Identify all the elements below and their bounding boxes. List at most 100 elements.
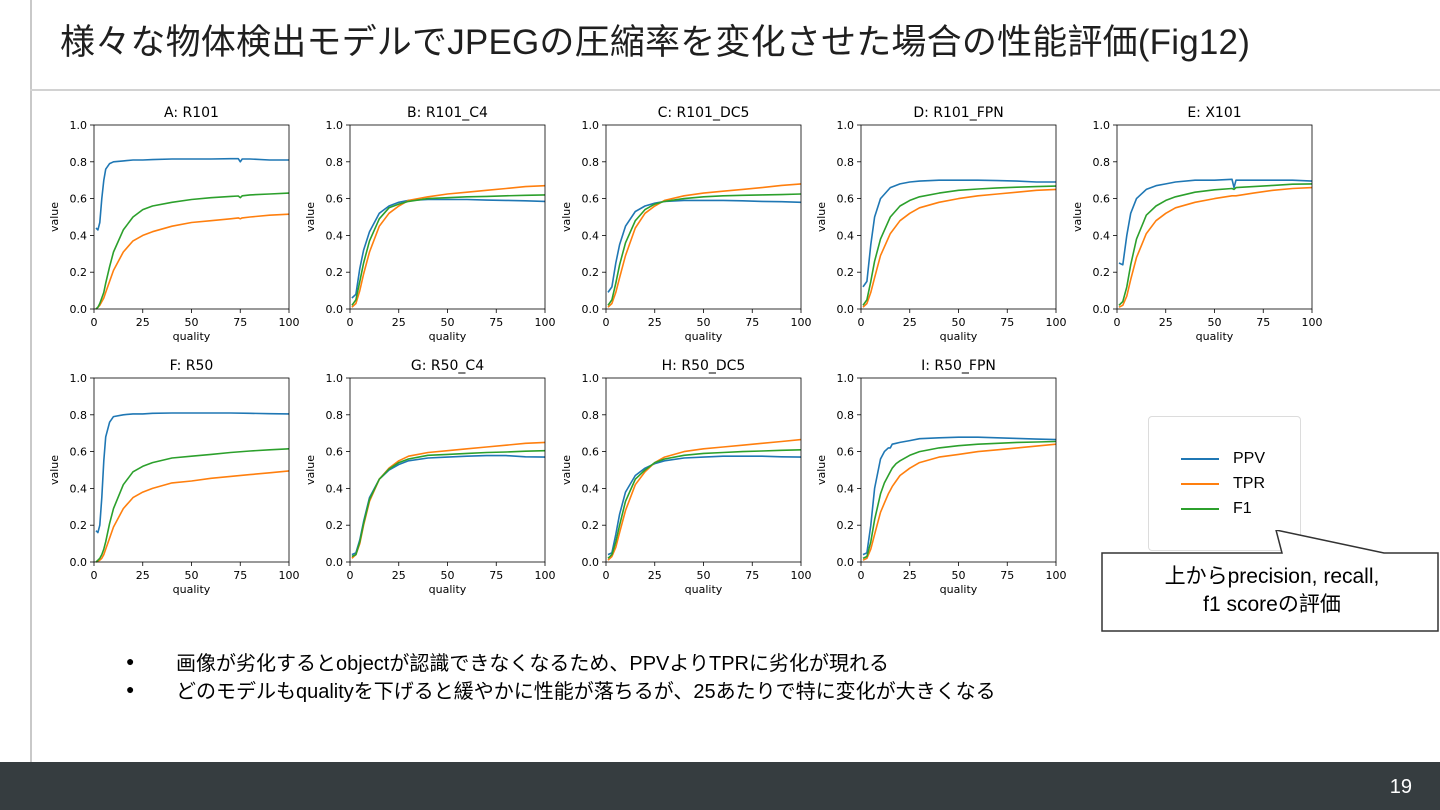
legend-item-tpr: TPR (1181, 472, 1265, 496)
chart-5-xtick-label: 100 (1302, 316, 1323, 329)
chart-1-xlabel: quality (173, 330, 211, 343)
chart-1-ytick-label: 1.0 (70, 119, 88, 132)
chart-4-ytick-label: 0.0 (837, 303, 855, 316)
chart-2-ytick-label: 0.6 (326, 193, 344, 206)
bullet-text-1: 画像が劣化するとobjectが認識できなくなるため、PPVよりTPRに劣化が現れ… (176, 652, 889, 675)
chart-4-ytick-label: 0.4 (837, 229, 855, 242)
chart-9-ytick-label: 0.0 (837, 556, 855, 569)
chart-6-ytick-label: 1.0 (70, 372, 88, 385)
chart-4-line-ppv (862, 179, 1056, 288)
chart-3-ytick-label: 1.0 (582, 119, 600, 132)
chart-7-line-f1 (351, 449, 546, 558)
chart-7-ytick-label: 0.8 (326, 409, 344, 422)
chart-9-xlabel: quality (940, 583, 978, 596)
chart-5-ytick-label: 0.6 (1093, 193, 1111, 206)
chart-8-ytick-label: 0.4 (582, 482, 600, 495)
chart-8-ytick-label: 0.2 (582, 519, 600, 532)
legend-label-tpr: TPR (1233, 475, 1265, 492)
legend-line-f1 (1181, 508, 1219, 510)
chart-2-ytick-label: 0.8 (326, 156, 344, 169)
chart-4-line-f1 (862, 185, 1057, 306)
chart-6-frame (93, 377, 290, 563)
chart-9-xtick-label: 0 (858, 569, 865, 582)
title-underline (30, 89, 1440, 91)
chart-5-xtick-label: 0 (1114, 316, 1121, 329)
bullet-dot-icon: ● (126, 653, 135, 669)
callout-shape (1101, 530, 1439, 632)
chart-3-ytick-label: 0.0 (582, 303, 600, 316)
chart-9-frame (860, 377, 1057, 563)
chart-7-xtick-label: 0 (347, 569, 354, 582)
chart-9-ytick-label: 0.2 (837, 519, 855, 532)
chart-4-xtick-label: 100 (1046, 316, 1067, 329)
chart-6-xtick-label: 50 (185, 569, 199, 582)
chart-1-xtick-label: 50 (185, 316, 199, 329)
chart-9-ytick-label: 0.8 (837, 409, 855, 422)
chart-8-ytick-label: 1.0 (582, 372, 600, 385)
chart-7-xtick-label: 75 (489, 569, 503, 582)
callout: 上からprecision, recall, f1 scoreの評価 (1104, 563, 1440, 619)
chart-1-ylabel: value (48, 202, 61, 232)
chart-6-ytick-label: 0.6 (70, 446, 88, 459)
chart-2-line-ppv (351, 198, 546, 299)
legend-label-f1: F1 (1233, 500, 1252, 517)
legend-item-f1: F1 (1181, 497, 1252, 521)
legend-item-ppv: PPV (1181, 447, 1265, 471)
chart-5-xlabel: quality (1196, 330, 1234, 343)
chart-6-title: F: R50 (170, 358, 214, 374)
chart-6-line-ppv (95, 412, 290, 534)
chart-3-ylabel: value (560, 202, 573, 232)
chart-4-line-tpr (862, 188, 1057, 308)
chart-6-line-tpr (95, 470, 290, 563)
chart-3-xtick-label: 0 (603, 316, 610, 329)
chart-8-ytick-label: 0.6 (582, 446, 600, 459)
chart-8-ytick-label: 0.0 (582, 556, 600, 569)
chart-8-xtick-label: 25 (648, 569, 662, 582)
legend: PPV TPR F1 (1148, 416, 1301, 551)
chart-2-ytick-label: 0.2 (326, 266, 344, 279)
chart-4-ylabel: value (815, 202, 828, 232)
chart-9-line-f1 (862, 440, 1057, 560)
chart-2-frame (349, 124, 546, 310)
chart-5-ytick-label: 0.0 (1093, 303, 1111, 316)
chart-3-title: C: R101_DC5 (658, 105, 750, 121)
chart-6-ytick-label: 0.4 (70, 482, 88, 495)
chart-8-xtick-label: 100 (791, 569, 812, 582)
chart-2-ytick-label: 0.4 (326, 229, 344, 242)
chart-7-xtick-label: 50 (441, 569, 455, 582)
chart-6-ylabel: value (48, 455, 61, 485)
chart-7-title: G: R50_C4 (411, 358, 484, 374)
legend-line-ppv (1181, 458, 1219, 460)
chart-4-title: D: R101_FPN (913, 105, 1003, 121)
page-number: 19 (1389, 776, 1412, 798)
chart-6-xtick-label: 75 (233, 569, 247, 582)
chart-6-ytick-label: 0.0 (70, 556, 88, 569)
chart-5-ytick-label: 0.8 (1093, 156, 1111, 169)
chart-5-xtick-label: 50 (1208, 316, 1222, 329)
chart-8-line-f1 (607, 449, 802, 559)
chart-2-line-f1 (351, 194, 546, 306)
chart-2-xtick-label: 100 (535, 316, 556, 329)
chart-1-ytick-label: 0.4 (70, 229, 88, 242)
left-divider (30, 0, 32, 762)
chart-9-xtick-label: 100 (1046, 569, 1067, 582)
chart-4-xtick-label: 0 (858, 316, 865, 329)
chart-8-title: H: R50_DC5 (662, 358, 746, 374)
callout-bubble (1101, 530, 1439, 632)
chart-3-xtick-label: 75 (745, 316, 759, 329)
chart-5-line-f1 (1118, 183, 1313, 306)
chart-3-line-tpr (607, 183, 802, 308)
chart-4-ytick-label: 0.6 (837, 193, 855, 206)
chart-2-xtick-label: 75 (489, 316, 503, 329)
chart-5-ytick-label: 0.2 (1093, 266, 1111, 279)
chart-6-xlabel: quality (173, 583, 211, 596)
chart-7-xtick-label: 100 (535, 569, 556, 582)
chart-1-xtick-label: 0 (91, 316, 98, 329)
chart-9-title: I: R50_FPN (921, 358, 996, 374)
chart-3-line-f1 (607, 193, 802, 306)
chart-5-ytick-label: 0.4 (1093, 229, 1111, 242)
chart-2-xtick-label: 25 (392, 316, 406, 329)
chart-8-xtick-label: 0 (603, 569, 610, 582)
chart-3-xtick-label: 50 (697, 316, 711, 329)
